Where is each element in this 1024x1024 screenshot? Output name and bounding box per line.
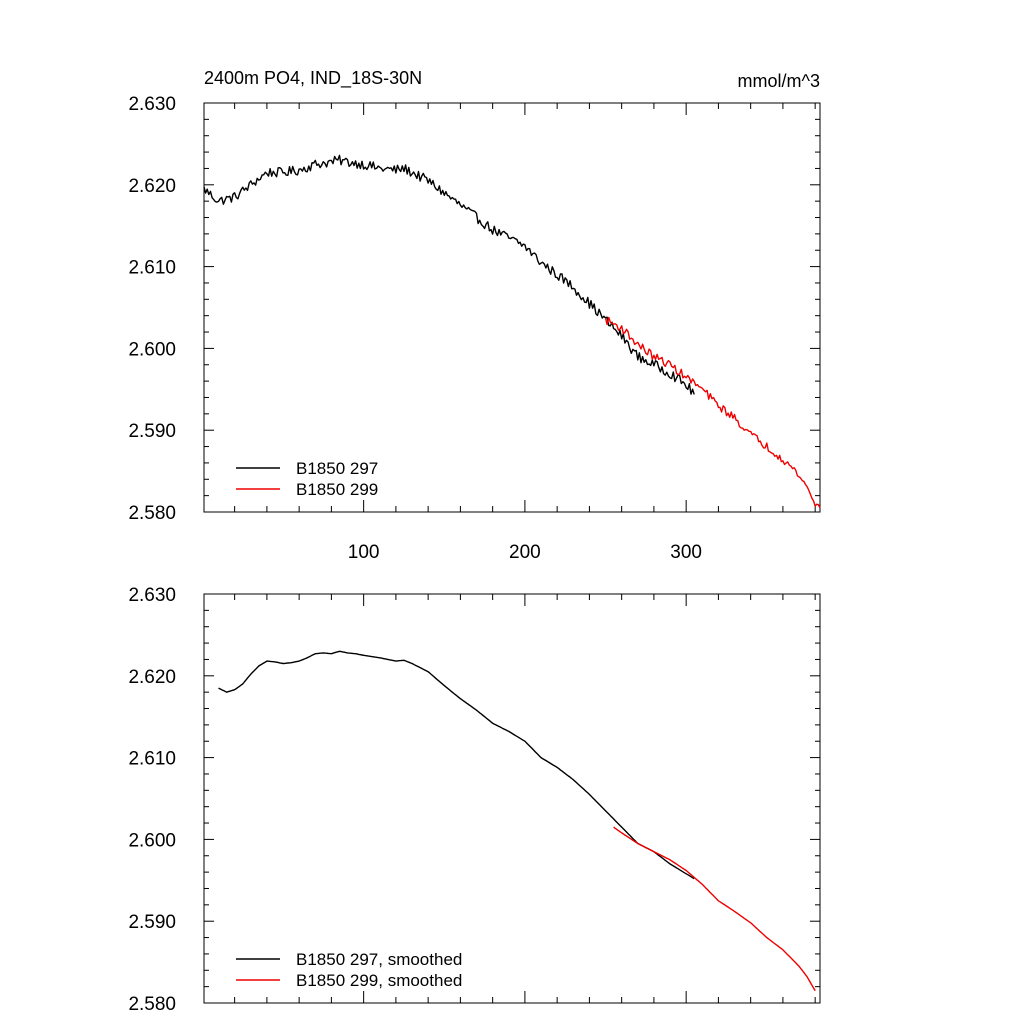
y-tick-label: 2.580 [128, 503, 176, 524]
y-tick-label: 2.590 [128, 421, 176, 442]
legend-label: B1850 299, smoothed [296, 971, 462, 990]
plot-frame [203, 102, 821, 513]
units-label: mmol/m^3 [738, 71, 820, 91]
y-tick-label: 2.620 [128, 176, 176, 197]
legend-label: B1850 297 [296, 459, 378, 478]
series-line-297 [218, 650, 695, 880]
legend-label: B1850 299 [296, 480, 378, 499]
y-tick-label: 2.620 [128, 667, 176, 688]
series-line-299 [613, 826, 816, 992]
series-line-299 [604, 316, 821, 509]
figure-title: 2400m PO4, IND_18S-30N [204, 68, 422, 89]
y-tick-label: 2.580 [128, 994, 176, 1015]
y-tick-label: 2.610 [128, 258, 176, 279]
x-tick-label: 300 [670, 542, 702, 563]
y-tick-label: 2.630 [128, 94, 176, 115]
y-tick-label: 2.600 [128, 830, 176, 851]
legend-label: B1850 297, smoothed [296, 950, 462, 969]
x-tick-label: 100 [348, 542, 380, 563]
y-tick-label: 2.590 [128, 912, 176, 933]
upper-panel-raw: 2.580 2.590 2.600 2.610 2.620 2.630 100 200 300 B… [128, 94, 821, 563]
y-tick-label: 2.600 [128, 339, 176, 360]
lower-panel-smoothed: 2.580 2.590 2.600 2.610 2.620 2.630 B1850 297,… [128, 585, 821, 1015]
x-tick-label: 200 [509, 542, 541, 563]
y-tick-label: 2.610 [128, 749, 176, 770]
plot-frame [203, 593, 821, 1004]
y-tick-label: 2.630 [128, 585, 176, 606]
